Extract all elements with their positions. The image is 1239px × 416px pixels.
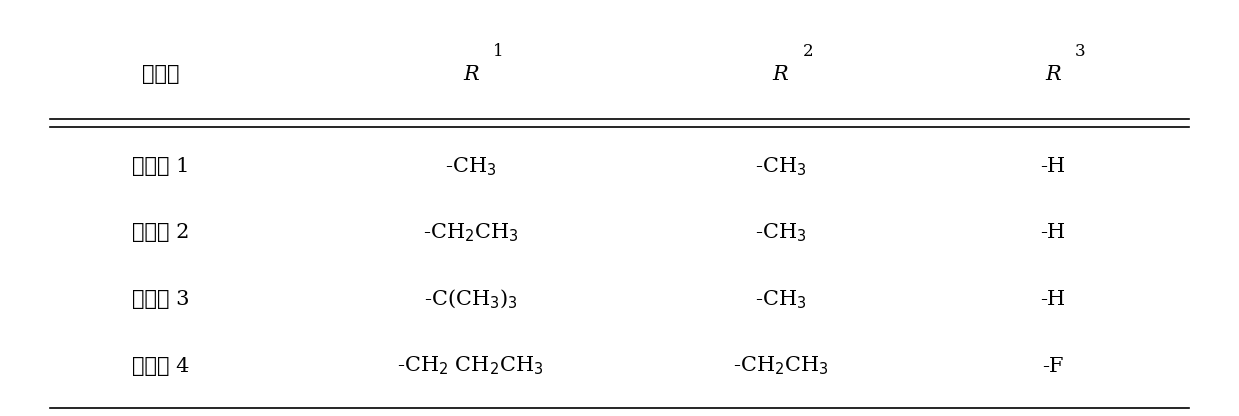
Text: -H: -H <box>1041 157 1066 176</box>
Text: -CH$_2$ CH$_2$CH$_3$: -CH$_2$ CH$_2$CH$_3$ <box>398 355 544 377</box>
Text: -C(CH$_3$)$_3$: -C(CH$_3$)$_3$ <box>424 288 518 311</box>
Text: -CH$_2$CH$_3$: -CH$_2$CH$_3$ <box>732 355 829 377</box>
Text: -H: -H <box>1041 223 1066 243</box>
Text: 化合物: 化合物 <box>142 65 180 84</box>
Text: -CH$_2$CH$_3$: -CH$_2$CH$_3$ <box>422 222 519 244</box>
Text: -CH$_3$: -CH$_3$ <box>755 222 807 244</box>
Text: -H: -H <box>1041 290 1066 309</box>
Text: 3: 3 <box>1075 44 1085 60</box>
Text: R: R <box>1046 65 1061 84</box>
Text: 化合物 1: 化合物 1 <box>133 157 190 176</box>
Text: 2: 2 <box>803 44 813 60</box>
Text: 化合物 3: 化合物 3 <box>133 290 190 309</box>
Text: 化合物 4: 化合物 4 <box>133 357 190 376</box>
Text: -F: -F <box>1042 357 1064 376</box>
Text: R: R <box>773 65 788 84</box>
Text: -CH$_3$: -CH$_3$ <box>445 155 497 178</box>
Text: 1: 1 <box>493 44 503 60</box>
Text: -CH$_3$: -CH$_3$ <box>755 288 807 311</box>
Text: -CH$_3$: -CH$_3$ <box>755 155 807 178</box>
Text: R: R <box>463 65 478 84</box>
Text: 化合物 2: 化合物 2 <box>133 223 190 243</box>
